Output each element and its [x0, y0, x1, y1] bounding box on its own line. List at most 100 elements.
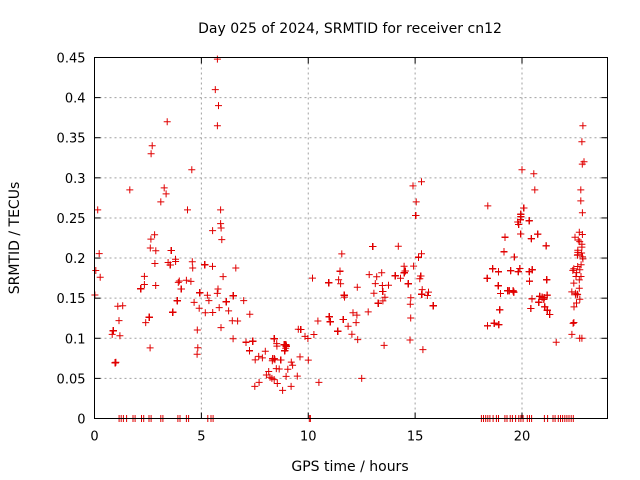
data-point-low	[279, 386, 287, 394]
data-point	[225, 307, 233, 315]
data-point	[574, 251, 582, 259]
data-point	[187, 277, 195, 285]
data-point-low	[576, 334, 584, 342]
data-point	[193, 326, 201, 334]
data-point	[381, 293, 389, 301]
data-point	[301, 332, 309, 340]
data-point	[284, 365, 292, 373]
data-point	[297, 326, 305, 333]
data-point	[218, 236, 226, 244]
data-point	[494, 282, 502, 290]
data-point	[528, 295, 536, 303]
chart-title: Day 025 of 2024, SRMTID for receiver cn1…	[198, 21, 502, 37]
y-tick-label: 0.3	[65, 172, 86, 187]
data-point	[310, 331, 318, 338]
data-point	[542, 242, 550, 250]
data-point	[182, 276, 190, 284]
data-point	[483, 274, 491, 282]
data-point-peak	[188, 166, 196, 174]
data-point	[261, 347, 269, 355]
data-point	[258, 354, 266, 362]
y-tick-label: 0.15	[57, 292, 86, 307]
data-point-peak	[577, 186, 585, 194]
data-point	[575, 228, 583, 236]
data-point	[348, 330, 356, 338]
data-point-low	[193, 350, 201, 358]
data-point	[349, 309, 357, 317]
data-point	[407, 314, 415, 322]
data-point	[269, 355, 277, 363]
data-point	[378, 282, 386, 289]
data-point	[240, 297, 248, 305]
data-points-layer	[91, 55, 588, 422]
data-point	[525, 217, 533, 225]
data-point-peak	[518, 166, 526, 174]
data-point	[570, 303, 578, 311]
y-tick-label: 0.2	[65, 252, 86, 267]
data-point	[273, 340, 281, 348]
data-point-peak	[184, 206, 191, 214]
data-point	[114, 302, 122, 310]
data-point-low	[251, 382, 259, 390]
data-point	[262, 371, 270, 379]
data-point	[578, 209, 586, 217]
y-tick-label: 0.1	[65, 332, 86, 347]
data-point	[394, 242, 402, 250]
data-point-peak	[217, 220, 225, 228]
data-point	[167, 247, 175, 254]
x-tick-label: 10	[300, 430, 317, 445]
data-point-peak	[157, 198, 165, 206]
y-tick-label: 0.05	[57, 372, 86, 387]
x-tick-label: 15	[407, 430, 424, 445]
y-tick-label: 0.35	[57, 132, 86, 147]
data-point	[151, 260, 159, 267]
data-point	[109, 327, 117, 335]
data-point	[96, 273, 104, 281]
data-point	[380, 341, 388, 349]
data-point	[489, 265, 497, 273]
data-point	[152, 282, 160, 289]
data-point	[146, 244, 154, 252]
data-point	[495, 321, 503, 329]
data-point-peak	[484, 202, 492, 210]
data-point	[222, 298, 230, 306]
data-point	[172, 255, 179, 263]
data-point	[579, 255, 587, 263]
data-point-peak	[213, 122, 221, 130]
data-point	[174, 278, 182, 286]
data-point	[520, 204, 528, 212]
y-tick-label: 0.4	[65, 92, 86, 107]
data-point	[190, 298, 198, 306]
data-point	[575, 284, 583, 292]
data-point	[338, 250, 346, 258]
data-point	[577, 197, 585, 205]
data-point	[92, 267, 100, 274]
data-point	[326, 318, 334, 326]
data-point	[277, 356, 285, 364]
data-point	[137, 285, 145, 293]
data-point-peak	[94, 206, 102, 214]
data-point	[203, 291, 211, 299]
data-point-peak	[580, 158, 588, 166]
data-point	[173, 297, 181, 305]
data-point	[335, 276, 343, 284]
data-point	[379, 297, 387, 305]
data-point	[510, 253, 518, 261]
data-point-peak	[126, 186, 134, 194]
data-point	[177, 285, 185, 293]
y-tick-label: 0.45	[57, 52, 86, 67]
data-point	[490, 319, 498, 327]
data-point	[188, 258, 196, 266]
data-point	[219, 273, 227, 281]
data-point	[526, 277, 533, 285]
data-point	[507, 267, 515, 275]
data-point	[501, 233, 509, 241]
data-point	[497, 290, 504, 297]
data-point	[166, 261, 174, 269]
data-point-low	[268, 374, 276, 382]
data-point	[365, 271, 373, 279]
data-point	[418, 290, 426, 298]
data-point	[576, 238, 584, 246]
x-axis-label: GPS time / hours	[291, 459, 408, 475]
